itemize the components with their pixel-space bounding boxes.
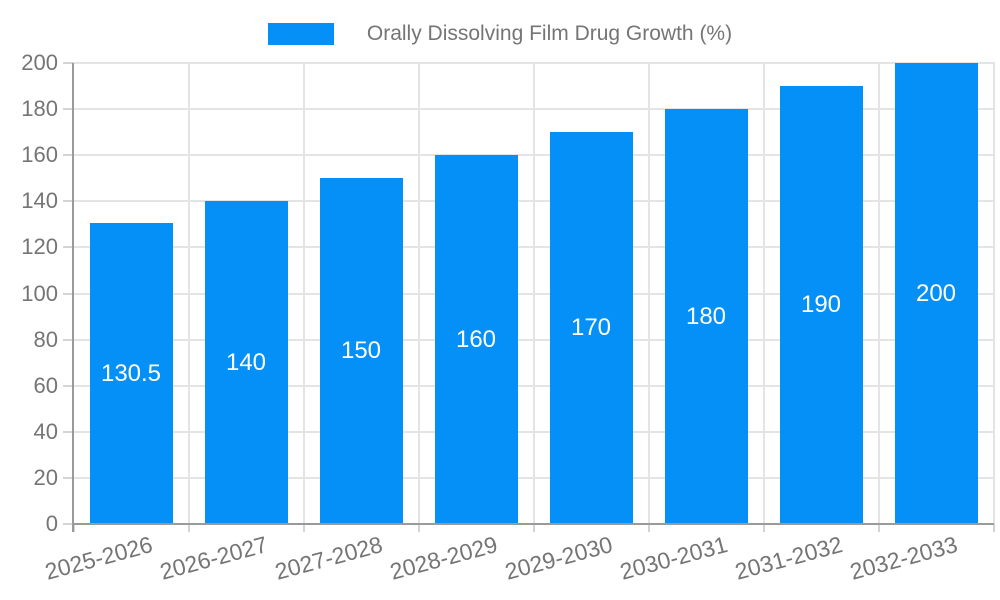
y-axis-tick-label: 80 xyxy=(33,326,58,352)
x-gridline xyxy=(647,63,650,524)
y-axis-tick-label: 180 xyxy=(21,96,58,122)
y-axis-tick xyxy=(63,430,73,433)
x-axis-tick xyxy=(877,524,880,532)
x-axis-tick-label: 2025-2026 xyxy=(42,531,156,585)
x-gridline xyxy=(532,63,535,524)
y-axis-tick-label: 140 xyxy=(21,188,58,214)
x-gridline xyxy=(877,63,880,524)
bar xyxy=(549,132,633,524)
x-gridline xyxy=(762,63,765,524)
bar xyxy=(894,63,978,524)
y-axis-tick-label: 20 xyxy=(33,464,58,490)
x-axis-tick xyxy=(532,524,535,532)
x-axis-tick-label: 2026-2027 xyxy=(157,531,271,585)
x-axis-tick xyxy=(762,524,765,532)
y-axis-tick xyxy=(63,476,73,479)
bar-value-label: 170 xyxy=(570,314,612,342)
bar xyxy=(319,178,403,524)
bar-value-label: 130.5 xyxy=(100,359,162,387)
bar-value-label: 200 xyxy=(915,279,957,307)
x-axis-tick xyxy=(417,524,420,532)
bar-value-label: 180 xyxy=(685,302,727,330)
x-gridline xyxy=(992,63,995,524)
x-axis-tick-label: 2030-2031 xyxy=(617,531,731,585)
bar-value-label: 160 xyxy=(455,325,497,353)
legend: Orally Dissolving Film Drug Growth (%) xyxy=(0,22,1000,46)
y-axis-tick-label: 200 xyxy=(21,50,58,75)
y-axis-tick-label: 120 xyxy=(21,234,58,260)
x-axis-tick xyxy=(187,524,190,532)
x-axis-tick xyxy=(647,524,650,532)
x-gridline xyxy=(187,63,190,524)
x-axis-line xyxy=(72,523,994,525)
x-axis-tick xyxy=(992,524,995,532)
y-axis-tick xyxy=(63,292,73,295)
bar xyxy=(664,109,748,524)
bar xyxy=(779,86,863,524)
y-axis-tick-label: 40 xyxy=(33,418,58,444)
y-axis-tick xyxy=(63,154,73,157)
x-axis-tick xyxy=(302,524,305,532)
bar-value-label: 150 xyxy=(340,337,382,365)
bar-value-label: 190 xyxy=(800,291,842,319)
y-axis-tick-label: 100 xyxy=(21,280,58,306)
x-axis-tick-label: 2027-2028 xyxy=(272,531,386,585)
bar xyxy=(204,201,288,524)
y-axis-tick xyxy=(63,62,73,64)
y-axis-tick xyxy=(63,523,73,525)
y-axis-line xyxy=(72,63,74,532)
x-axis-tick-label: 2029-2030 xyxy=(502,531,616,585)
y-axis-tick xyxy=(63,246,73,249)
y-axis-tick xyxy=(63,108,73,111)
y-axis-tick xyxy=(63,384,73,387)
y-axis-tick-label: 160 xyxy=(21,142,58,168)
bar-value-label: 140 xyxy=(225,348,267,376)
x-gridline xyxy=(417,63,420,524)
x-axis-tick-label: 2028-2029 xyxy=(387,531,501,585)
legend-swatch xyxy=(267,23,334,45)
x-gridline xyxy=(302,63,305,524)
x-axis-tick-label: 2032-2033 xyxy=(847,531,961,585)
y-axis-tick xyxy=(63,338,73,341)
legend-label: Orally Dissolving Film Drug Growth (%) xyxy=(366,22,733,45)
y-axis-tick xyxy=(63,200,73,203)
y-axis-tick-label: 60 xyxy=(33,372,58,398)
bar xyxy=(434,155,518,524)
x-axis-tick-label: 2031-2032 xyxy=(732,531,846,585)
bar xyxy=(89,223,173,524)
y-axis-tick-label: 0 xyxy=(45,511,58,536)
